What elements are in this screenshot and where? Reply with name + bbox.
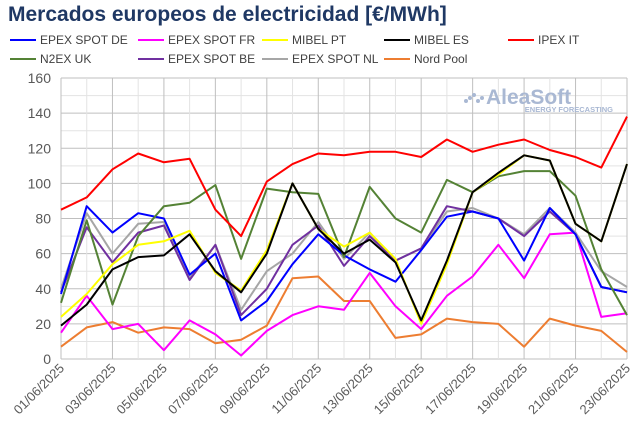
logo-tagline: ENERGY FORECASTING — [525, 105, 613, 114]
legend-item-ipex-it: IPEX IT — [508, 33, 580, 47]
x-tick-label: 03/06/2025 — [62, 361, 119, 418]
x-tick-label: 19/06/2025 — [474, 361, 531, 418]
legend-item-mibel-es: MIBEL ES — [384, 33, 469, 47]
series-line-nord-pool — [60, 275, 628, 353]
legend-label: MIBEL ES — [414, 33, 469, 47]
y-tick-label: 140 — [28, 105, 52, 121]
legend-label: EPEX SPOT BE — [168, 52, 255, 66]
legend-label: Nord Pool — [414, 52, 467, 66]
legend-label: EPEX SPOT FR — [168, 33, 255, 47]
x-tick-label: 21/06/2025 — [525, 361, 582, 418]
logo-dot — [476, 99, 480, 103]
legend-item-nord-pool: Nord Pool — [384, 52, 467, 66]
legend-label: EPEX SPOT DE — [40, 33, 128, 47]
x-tick-label: 15/06/2025 — [371, 361, 428, 418]
y-tick-label: 80 — [35, 211, 51, 227]
y-tick-label: 60 — [35, 246, 51, 262]
series-line-epex-spot-be — [60, 205, 628, 317]
legend-item-mibel-pt: MIBEL PT — [262, 33, 347, 47]
y-tick-label: 120 — [28, 140, 52, 156]
logo-dot — [464, 99, 468, 103]
legend-item-epex-spot-nl: EPEX SPOT NL — [262, 52, 379, 66]
x-tick-label: 09/06/2025 — [216, 361, 273, 418]
x-tick-label: 23/06/2025 — [576, 361, 633, 418]
logo-dot — [480, 96, 484, 100]
y-tick-label: 40 — [35, 281, 51, 297]
x-tick-label: 07/06/2025 — [165, 361, 222, 418]
y-tick-label: 100 — [28, 175, 52, 191]
legend-label: N2EX UK — [40, 52, 91, 66]
y-tick-label: 160 — [28, 70, 52, 86]
x-tick-label: 01/06/2025 — [10, 361, 67, 418]
logo-text: AleaSoft — [486, 86, 571, 109]
legend-item-epex-spot-de: EPEX SPOT DE — [10, 33, 128, 47]
series-line-epex-spot-nl — [60, 207, 628, 311]
series-line-epex-spot-fr — [60, 231, 628, 357]
legend-item-epex-spot-be: EPEX SPOT BE — [138, 52, 255, 66]
series-line-ipex-it — [60, 116, 628, 238]
x-tick-label: 17/06/2025 — [422, 361, 479, 418]
legend-label: IPEX IT — [538, 33, 580, 47]
legend-label: MIBEL PT — [292, 33, 347, 47]
logo-dot — [472, 93, 476, 97]
series-line-mibel-es — [60, 154, 628, 327]
chart-title: Mercados europeos de electricidad [€/MWh… — [8, 3, 447, 26]
x-tick-label: 05/06/2025 — [113, 361, 170, 418]
x-tick-label: 13/06/2025 — [319, 361, 376, 418]
legend-item-epex-spot-fr: EPEX SPOT FR — [138, 33, 255, 47]
logo-dot — [468, 96, 472, 100]
y-tick-label: 20 — [35, 316, 51, 332]
legend-label: EPEX SPOT NL — [292, 52, 379, 66]
x-tick-label: 11/06/2025 — [268, 361, 324, 417]
series-line-n2ex-uk — [60, 170, 628, 316]
legend-item-n2ex-uk: N2EX UK — [10, 52, 91, 66]
y-tick-label: 0 — [43, 351, 51, 367]
